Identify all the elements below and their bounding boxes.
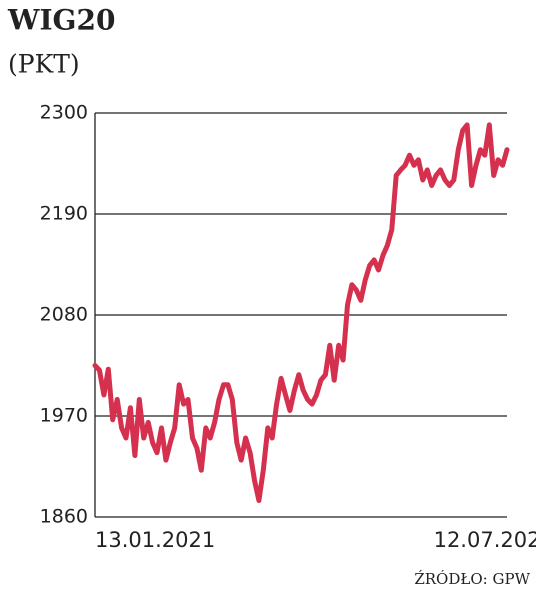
y-tick-label: 2080 [40, 304, 88, 326]
source: ŹRÓDŁO: GPW [414, 570, 530, 588]
chart-title: WIG20 [7, 4, 115, 37]
data-line [92, 122, 510, 503]
x-tick-label: 12.07.2021 [434, 528, 536, 552]
y-tick-label: 1860 [40, 506, 88, 528]
y-tick-label: 1970 [40, 405, 88, 427]
y-tick-label: 2300 [40, 102, 88, 124]
y-tick-label: 2190 [40, 203, 88, 225]
x-tick-label: 13.01.2021 [95, 528, 215, 552]
chart-subtitle: (PKT) [8, 50, 80, 79]
